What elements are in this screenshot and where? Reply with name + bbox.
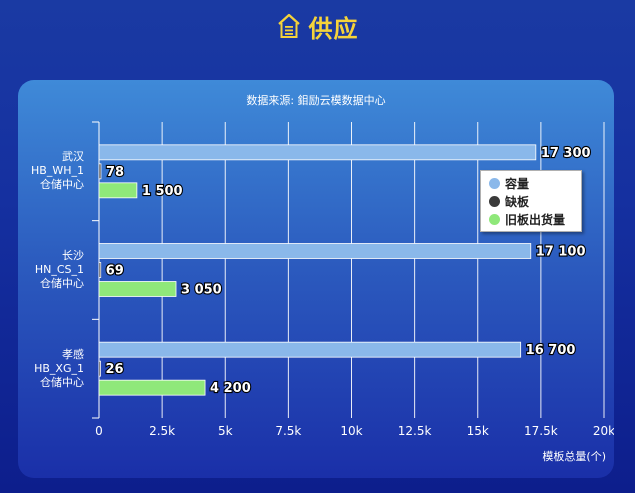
bar — [98, 341, 522, 358]
y-category-label-line: HN_CS_1 — [34, 263, 84, 276]
x-tick-label: 7.5k — [275, 424, 301, 438]
page-header: 供应 — [0, 8, 635, 44]
data-label: 3 050 — [181, 283, 222, 298]
chart-subtitle: 数据来源: 鉬励云模数据中心 — [246, 94, 386, 107]
bar — [98, 243, 532, 259]
y-category-label-line: 长沙 — [62, 249, 84, 262]
legend-dot-icon — [489, 195, 500, 207]
legend-item-shortage[interactable]: 缺板 — [489, 193, 529, 209]
legend-item-old-shipment[interactable]: 旧板出货量 — [489, 211, 565, 227]
x-tick-label: 12.5k — [398, 424, 432, 438]
y-category-label: 孝感 HB_XG_1 仓储中心 — [24, 348, 84, 390]
warehouse-icon — [277, 13, 300, 38]
y-category-label-line: 仓储中心 — [40, 375, 84, 389]
data-label: 69 — [106, 264, 124, 279]
bar — [98, 144, 537, 161]
bar — [98, 281, 177, 297]
data-label: 1 500 — [142, 184, 183, 199]
data-label: 4 200 — [210, 381, 251, 396]
x-tick-label: 10k — [340, 424, 362, 438]
y-category-label-line: 孝感 — [62, 347, 84, 361]
bar — [98, 163, 102, 180]
legend-label: 缺板 — [505, 194, 530, 209]
y-category-label-line: HB_WH_1 — [31, 164, 84, 178]
page-title: 供应 — [308, 14, 359, 43]
x-tick-label: 0 — [95, 424, 103, 438]
x-tick-label: 5k — [218, 424, 233, 438]
y-category-label: 长沙 HN_CS_1 仓储中心 — [24, 249, 84, 291]
bar — [98, 182, 138, 199]
x-tick-label: 15k — [467, 424, 489, 438]
data-label: 26 — [106, 362, 124, 377]
chart-panel: 数据来源: 鉬励云模数据中心 0 2.5k 5k 7.5k 10k 12.5k 15k 17.… — [18, 80, 614, 478]
data-label: 17 100 — [536, 245, 586, 260]
x-tick-label: 17.5k — [524, 424, 558, 438]
legend-label: 容量 — [505, 176, 530, 191]
chart-legend[interactable]: 容量 缺板 旧板出货量 — [480, 170, 582, 232]
x-tick-label: 2.5k — [149, 424, 175, 438]
y-category-label: 武汉 HB_WH_1 仓储中心 — [24, 150, 84, 192]
y-category-label-line: 仓储中心 — [40, 178, 84, 192]
y-category-label-line: 武汉 — [62, 150, 84, 164]
legend-dot-icon — [489, 177, 500, 189]
x-tick-label: 20k — [593, 424, 614, 438]
legend-dot-icon — [489, 213, 500, 225]
bar-chart: 0 2.5k 5k 7.5k 10k 12.5k 15k 17.5k 20k 17 300 78 1 … — [92, 121, 614, 438]
bar — [98, 379, 206, 396]
data-label: 16 700 — [526, 343, 576, 358]
x-axis-title: 模板总量(个) — [542, 450, 606, 463]
y-category-label-line: HB_XG_1 — [34, 361, 84, 375]
bar — [98, 360, 101, 377]
legend-item-capacity[interactable]: 容量 — [489, 175, 529, 191]
y-category-label-line: 仓储中心 — [40, 277, 84, 290]
legend-label: 旧板出货量 — [505, 212, 566, 227]
data-label: 78 — [106, 165, 124, 180]
bar — [98, 262, 102, 278]
data-label: 17 300 — [541, 146, 591, 161]
